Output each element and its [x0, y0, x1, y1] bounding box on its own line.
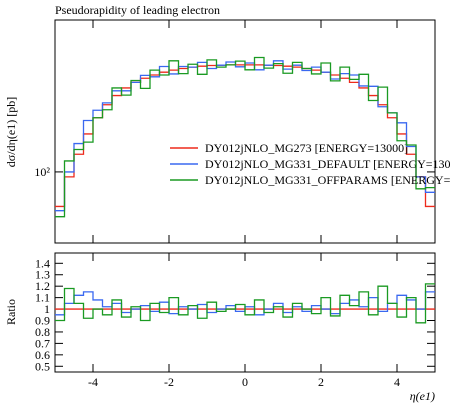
step-line [55, 283, 435, 324]
chart-title: Pseudorapidity of leading electron [55, 3, 220, 17]
step-line [55, 56, 435, 218]
x-tick-label: -2 [164, 375, 174, 389]
y-axis-label: dσ/dη(e1) [pb] [4, 97, 18, 167]
y-tick-label: 10² [34, 165, 50, 179]
x-tick-label: -4 [88, 375, 98, 389]
y-tick-label: 1.1 [35, 291, 50, 305]
y-tick-label: 0.7 [35, 336, 50, 350]
y-tick-label: 0.8 [35, 325, 50, 339]
y-tick-label: 1.4 [35, 256, 50, 270]
y-tick-label: 0.9 [35, 314, 50, 328]
x-axis-label: η(e1) [410, 389, 435, 403]
step-line [55, 60, 435, 212]
y-tick-label: 0.5 [35, 359, 50, 373]
y-tick-label: 1.2 [35, 279, 50, 293]
y-tick-label: 1 [44, 302, 50, 316]
legend-label: DY012jNLO_MG331_DEFAULT [ENERGY=13000] [205, 157, 450, 171]
x-tick-label: 4 [394, 375, 400, 389]
y-tick-label: 1.3 [35, 268, 50, 282]
legend-label: DY012jNLO_MG273 [ENERGY=13000] [205, 141, 408, 155]
legend-label: DY012jNLO_MG331_OFFPARAMS [ENERGY=13000] [205, 173, 450, 187]
y-tick-label: 0.6 [35, 348, 50, 362]
x-tick-label: 0 [242, 375, 248, 389]
plot-frame [54, 19, 436, 244]
x-tick-label: 2 [318, 375, 324, 389]
ratio-axis-label: Ratio [4, 299, 18, 325]
